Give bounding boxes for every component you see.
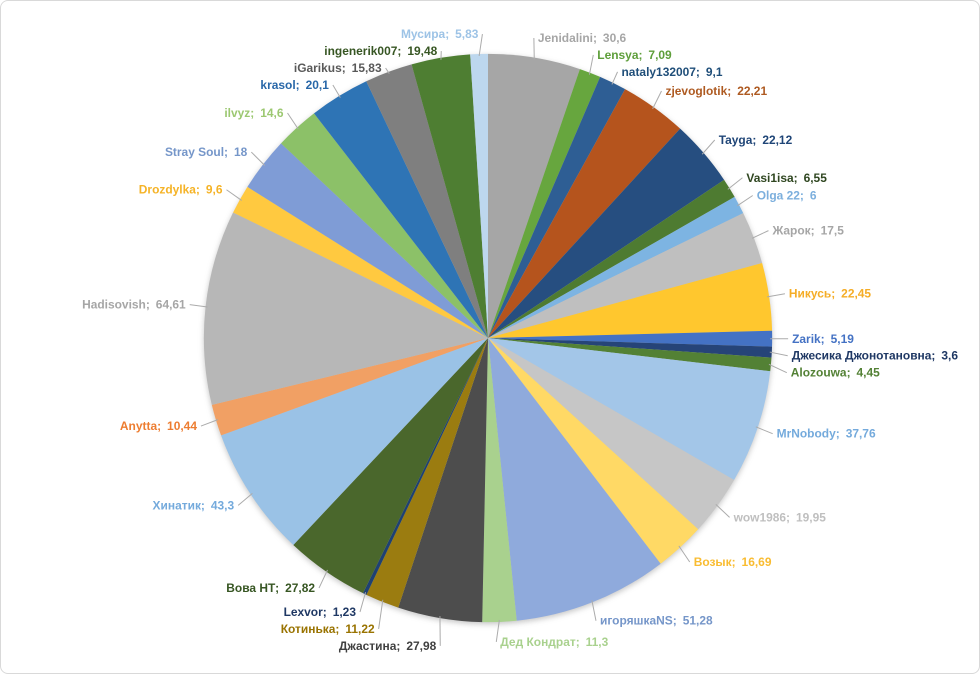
leader-line: [200, 419, 219, 427]
slice-label: Lensya; 7,09: [597, 48, 672, 62]
slice-label: Alozouwa; 4,45: [791, 366, 880, 380]
slice-label: Tayga; 22,12: [719, 133, 793, 147]
slice-label: Lexvor; 1,23: [284, 605, 357, 619]
leader-line: [378, 599, 384, 630]
slice-label: Jenidalini; 30,6: [538, 31, 627, 45]
slice-label: Мусира; 5,83: [401, 27, 479, 41]
slice-label: wow1986; 19,95: [733, 510, 827, 524]
pie-slice[interactable]: [221, 337, 489, 545]
slice-label: Stray Soul; 18: [165, 145, 248, 159]
label-leader-lines: [189, 34, 789, 646]
leader-line: [769, 351, 788, 357]
leader-line: [226, 189, 242, 201]
leader-line: [495, 619, 500, 642]
slice-label: zjevoglotik; 22,21: [665, 84, 767, 98]
slice-label: ilvyz; 14,6: [224, 106, 283, 120]
pie-slice[interactable]: [203, 212, 489, 405]
slice-label: Возык; 16,69: [694, 555, 772, 569]
pie-slice[interactable]: [293, 337, 489, 594]
slice-label: ingenerik007; 19,48: [324, 44, 437, 58]
slice-label: Джесика Джонотановна; 3,6: [792, 349, 959, 363]
pie-slice[interactable]: [488, 337, 735, 530]
leader-line: [755, 426, 773, 435]
leader-line: [385, 67, 390, 74]
pie-slice[interactable]: [362, 337, 489, 595]
pie-slice[interactable]: [314, 81, 489, 338]
pie-slice[interactable]: [488, 213, 763, 338]
leader-line: [359, 592, 367, 613]
pie-slice[interactable]: [398, 337, 489, 623]
leader-line: [611, 71, 618, 85]
leader-line: [768, 363, 788, 374]
leader-line: [715, 504, 730, 518]
pie-slice[interactable]: [411, 54, 489, 338]
pie-slice[interactable]: [488, 337, 699, 564]
slice-label: Джастина; 27,98: [339, 639, 437, 653]
leader-line: [727, 177, 743, 190]
slice-label: Вова НТ; 27,82: [226, 581, 315, 595]
slice-label: MrNobody; 37,76: [777, 427, 876, 441]
slice-label: Drozdylka; 9,6: [139, 183, 223, 197]
pie-slice[interactable]: [482, 337, 517, 623]
slice-label: iGarikus; 15,83: [294, 61, 382, 75]
leader-line: [478, 34, 483, 57]
leader-line: [189, 304, 208, 308]
slice-label: игоряшкаNS; 51,28: [600, 614, 713, 628]
leader-line: [250, 151, 266, 166]
leader-line: [318, 569, 328, 589]
leader-line: [736, 195, 753, 207]
leader-line: [237, 492, 253, 506]
pie-slice[interactable]: [488, 76, 626, 338]
pie-slice[interactable]: [488, 89, 681, 338]
pie-slice[interactable]: [488, 337, 772, 372]
pie-slice[interactable]: [488, 53, 580, 338]
leader-line: [767, 293, 786, 298]
leader-line: [591, 600, 597, 621]
pie-slice[interactable]: [488, 69, 601, 338]
pie-slice[interactable]: [366, 64, 489, 338]
slice-label: Vasi1isa; 6,55: [746, 171, 827, 185]
leader-line: [678, 545, 691, 563]
pie-slice[interactable]: [488, 330, 773, 347]
leader-line: [701, 139, 716, 155]
pie-slice[interactable]: [488, 337, 773, 358]
pie-slice[interactable]: [488, 179, 735, 338]
leader-line: [332, 84, 341, 98]
pie-slice[interactable]: [247, 143, 489, 338]
slice-label: Hadisovish; 64,61: [82, 298, 186, 312]
slice-label: Anytta; 10,44: [120, 419, 197, 433]
leader-line: [751, 230, 769, 239]
slice-labels: Jenidalini; 30,6 Lensya; 7,09 nataly132007…: [82, 27, 958, 653]
leader-line: [652, 90, 662, 110]
slice-label: Хинатик; 43,3: [153, 498, 235, 512]
slice-label: nataly132007; 9,1: [622, 65, 723, 79]
pie-slices: [203, 53, 773, 623]
slice-label: Жарок; 17,5: [771, 224, 844, 238]
pie-slice[interactable]: [470, 53, 489, 338]
pie-slice[interactable]: [233, 186, 489, 338]
slice-label: Никусь; 22,45: [789, 287, 872, 301]
pie-slice[interactable]: [488, 337, 771, 481]
pie-slice[interactable]: [488, 196, 744, 338]
slice-label: Zarik; 5,19: [792, 332, 854, 346]
pie-slice[interactable]: [488, 263, 773, 338]
slice-label: Olga 22; 6: [757, 189, 817, 203]
pie-slice[interactable]: [281, 113, 489, 338]
pie-slice[interactable]: [488, 128, 725, 338]
leader-line: [588, 54, 594, 75]
leader-line: [287, 112, 299, 130]
slice-label: Котинька; 11,22: [281, 622, 375, 636]
slice-label: Дед Кондрат; 11,3: [500, 635, 608, 649]
pie-slice[interactable]: [366, 337, 489, 608]
slice-label: krasol; 20,1: [260, 78, 329, 92]
pie-slice[interactable]: [211, 337, 489, 436]
pie-slice[interactable]: [488, 337, 661, 621]
